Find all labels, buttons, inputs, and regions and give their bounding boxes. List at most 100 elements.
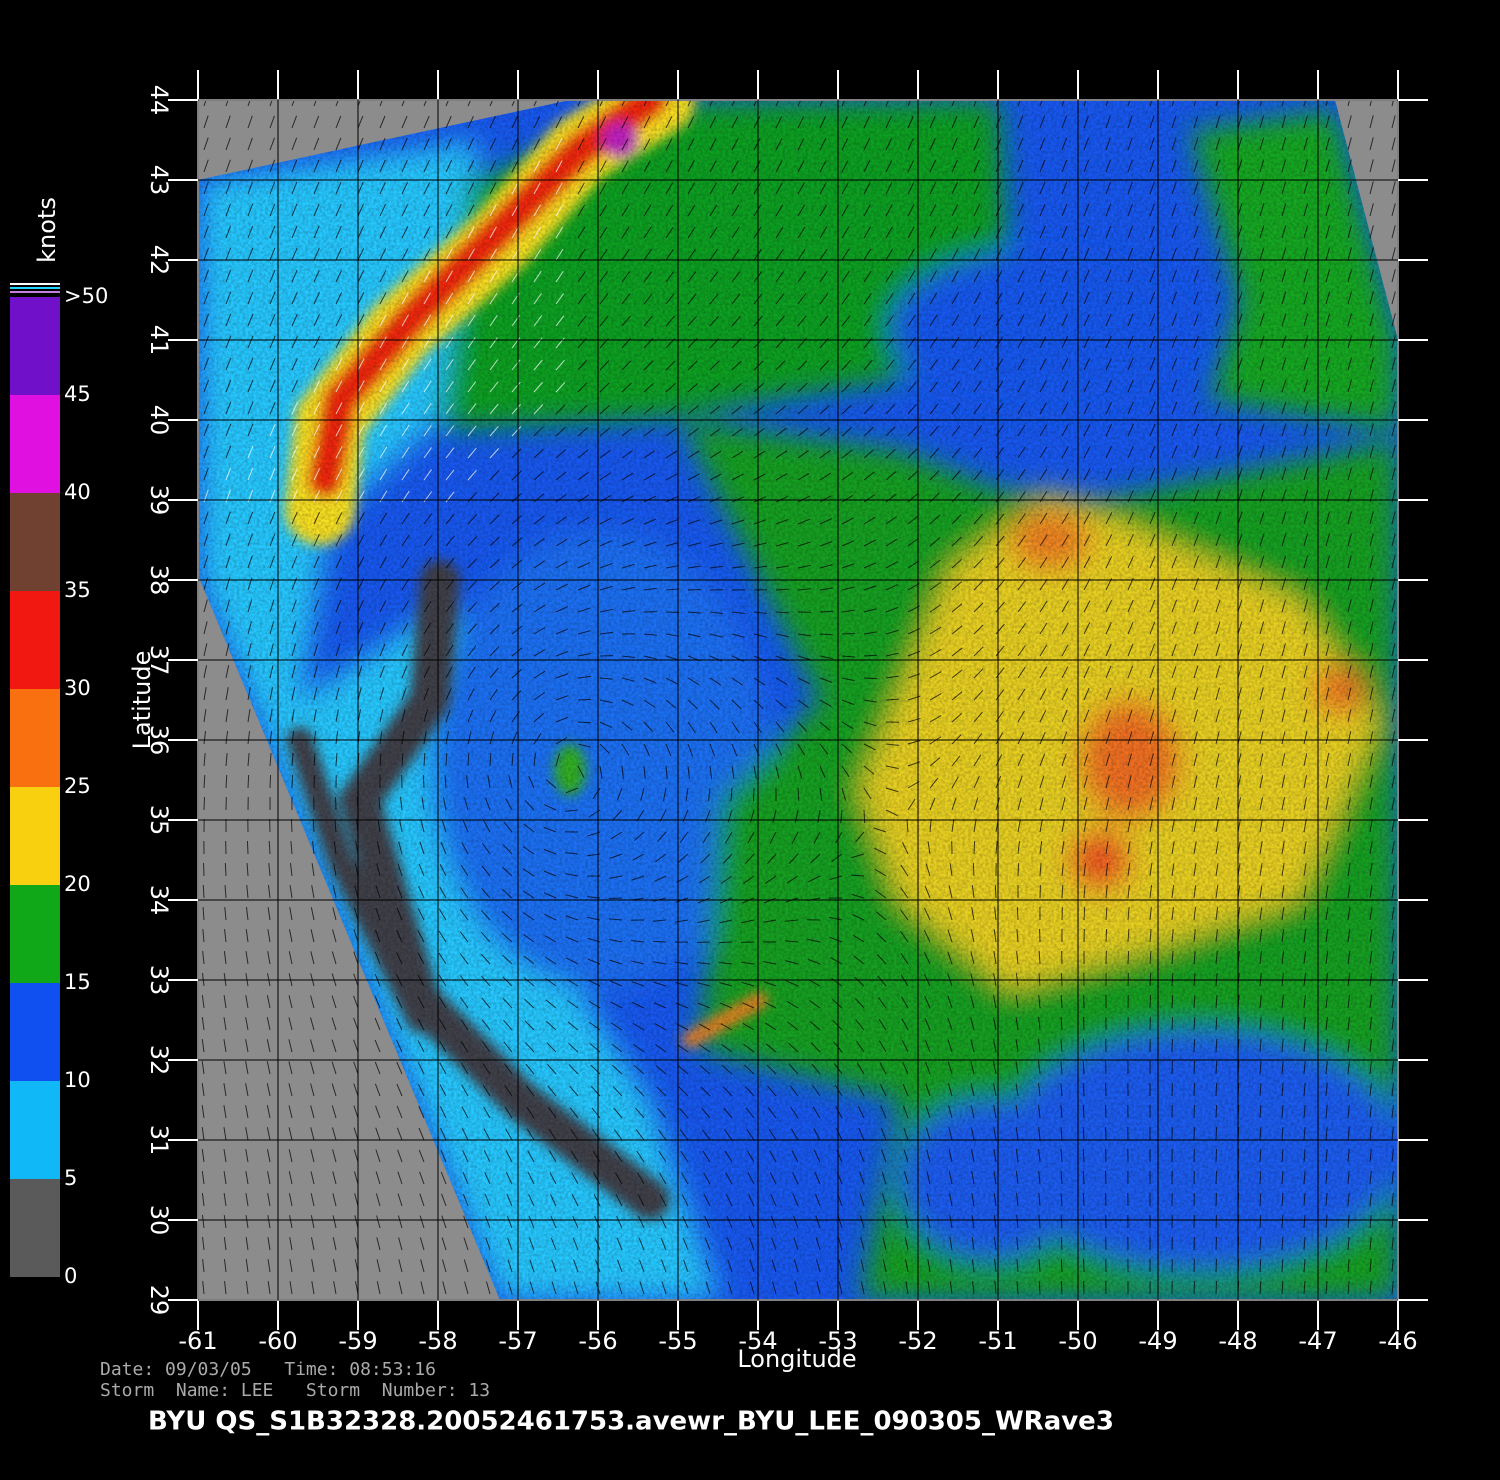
wind-barb bbox=[819, 315, 829, 327]
wind-barb bbox=[665, 360, 676, 371]
wind-barb bbox=[1082, 1038, 1085, 1053]
wind-barb bbox=[577, 160, 585, 173]
wind-barb bbox=[753, 138, 761, 151]
wind-barb bbox=[374, 929, 381, 943]
wind-barb bbox=[769, 1172, 777, 1185]
wind-barb bbox=[485, 1259, 491, 1273]
wind-barb bbox=[335, 225, 342, 239]
wind-barb bbox=[396, 1083, 403, 1097]
wind-barb bbox=[445, 270, 453, 283]
wind-barb bbox=[1281, 269, 1287, 283]
wind-barb bbox=[653, 919, 667, 922]
wind-barb bbox=[269, 225, 276, 239]
wind-barb bbox=[203, 247, 209, 261]
wind-barb bbox=[797, 382, 808, 393]
wind-barb bbox=[357, 556, 365, 569]
wind-barb bbox=[679, 1107, 689, 1119]
wind-barb bbox=[467, 623, 477, 635]
wind-barb bbox=[1215, 731, 1220, 745]
wind-barb bbox=[819, 610, 834, 613]
wind-barb bbox=[678, 1086, 689, 1097]
wind-barb bbox=[854, 976, 865, 987]
wind-barb bbox=[290, 818, 293, 833]
wind-barb bbox=[1347, 401, 1353, 415]
wind-barb bbox=[310, 907, 315, 921]
wind-barb bbox=[599, 765, 603, 779]
wind-barb bbox=[973, 797, 979, 811]
wind-barb bbox=[769, 1150, 777, 1163]
wind-barb bbox=[702, 831, 711, 844]
wind-barb bbox=[313, 314, 320, 327]
wind-barb bbox=[313, 137, 320, 151]
wind-barb bbox=[929, 381, 939, 393]
wind-barb bbox=[1281, 1039, 1284, 1053]
wind-barb bbox=[533, 248, 542, 261]
wind-barb bbox=[1369, 181, 1374, 195]
wind-barb bbox=[1303, 753, 1308, 767]
wind-barb bbox=[1237, 423, 1243, 437]
wind-barb bbox=[505, 798, 513, 811]
wind-barb bbox=[201, 1193, 205, 1207]
wind-barb bbox=[907, 314, 916, 327]
wind-barb bbox=[379, 622, 386, 635]
wind-barb bbox=[1039, 644, 1048, 657]
wind-barb bbox=[1303, 1039, 1306, 1053]
wind-barb bbox=[863, 562, 877, 569]
wind-barb bbox=[665, 588, 680, 591]
wind-barb bbox=[829, 936, 843, 943]
wind-barb bbox=[621, 518, 635, 525]
wind-barb bbox=[1105, 841, 1109, 855]
wind-barb bbox=[1215, 951, 1218, 965]
wind-barb bbox=[746, 1150, 755, 1163]
wind-barb bbox=[313, 424, 321, 437]
wind-barb bbox=[863, 293, 872, 305]
wind-barb bbox=[533, 182, 541, 195]
wind-barb bbox=[904, 1193, 909, 1207]
wind-barb bbox=[401, 159, 408, 173]
wind-barb bbox=[1060, 1280, 1063, 1295]
wind-barb bbox=[374, 1017, 381, 1031]
wind-barb bbox=[1039, 225, 1046, 239]
wind-barb bbox=[1083, 424, 1091, 437]
wind-barb bbox=[511, 403, 521, 415]
wind-barb bbox=[907, 226, 915, 239]
wind-barb bbox=[1215, 313, 1221, 327]
wind-barb bbox=[1391, 357, 1396, 371]
wind-barb bbox=[445, 115, 452, 129]
wind-barb bbox=[1369, 665, 1374, 679]
wind-barb bbox=[247, 621, 252, 635]
wind-barb bbox=[401, 137, 408, 151]
wind-barb bbox=[1060, 1236, 1063, 1251]
wind-barb bbox=[599, 517, 612, 525]
wind-barb bbox=[995, 248, 1003, 261]
wind-barb bbox=[635, 1129, 645, 1141]
wind-barb bbox=[675, 961, 689, 965]
wind-barb bbox=[331, 995, 337, 1009]
wind-barb bbox=[1281, 467, 1287, 481]
wind-barb bbox=[417, 996, 425, 1009]
wind-barb bbox=[313, 203, 320, 217]
wind-barb bbox=[1015, 1039, 1019, 1053]
wind-barb bbox=[874, 847, 887, 855]
wind-barb bbox=[885, 359, 895, 371]
wind-barb bbox=[1083, 819, 1087, 833]
wind-barb bbox=[526, 1128, 535, 1141]
wind-barb bbox=[1061, 797, 1066, 811]
wind-barb bbox=[533, 404, 544, 415]
wind-barb bbox=[1105, 797, 1110, 811]
wind-barb bbox=[533, 381, 543, 393]
wind-barb bbox=[1017, 557, 1027, 569]
wind-barb bbox=[1347, 379, 1353, 393]
wind-barb bbox=[1105, 137, 1111, 151]
wind-barb bbox=[489, 624, 500, 635]
wind-barb bbox=[885, 448, 896, 459]
wind-barb bbox=[1127, 599, 1134, 613]
wind-barb bbox=[291, 533, 298, 547]
wind-barb bbox=[489, 558, 500, 569]
wind-barb bbox=[621, 610, 635, 613]
x-tick-label: -51 bbox=[978, 1327, 1017, 1355]
wind-barb bbox=[1325, 599, 1330, 613]
wind-barb bbox=[423, 579, 432, 591]
wind-barb bbox=[1127, 225, 1134, 239]
wind-barb bbox=[927, 841, 931, 855]
